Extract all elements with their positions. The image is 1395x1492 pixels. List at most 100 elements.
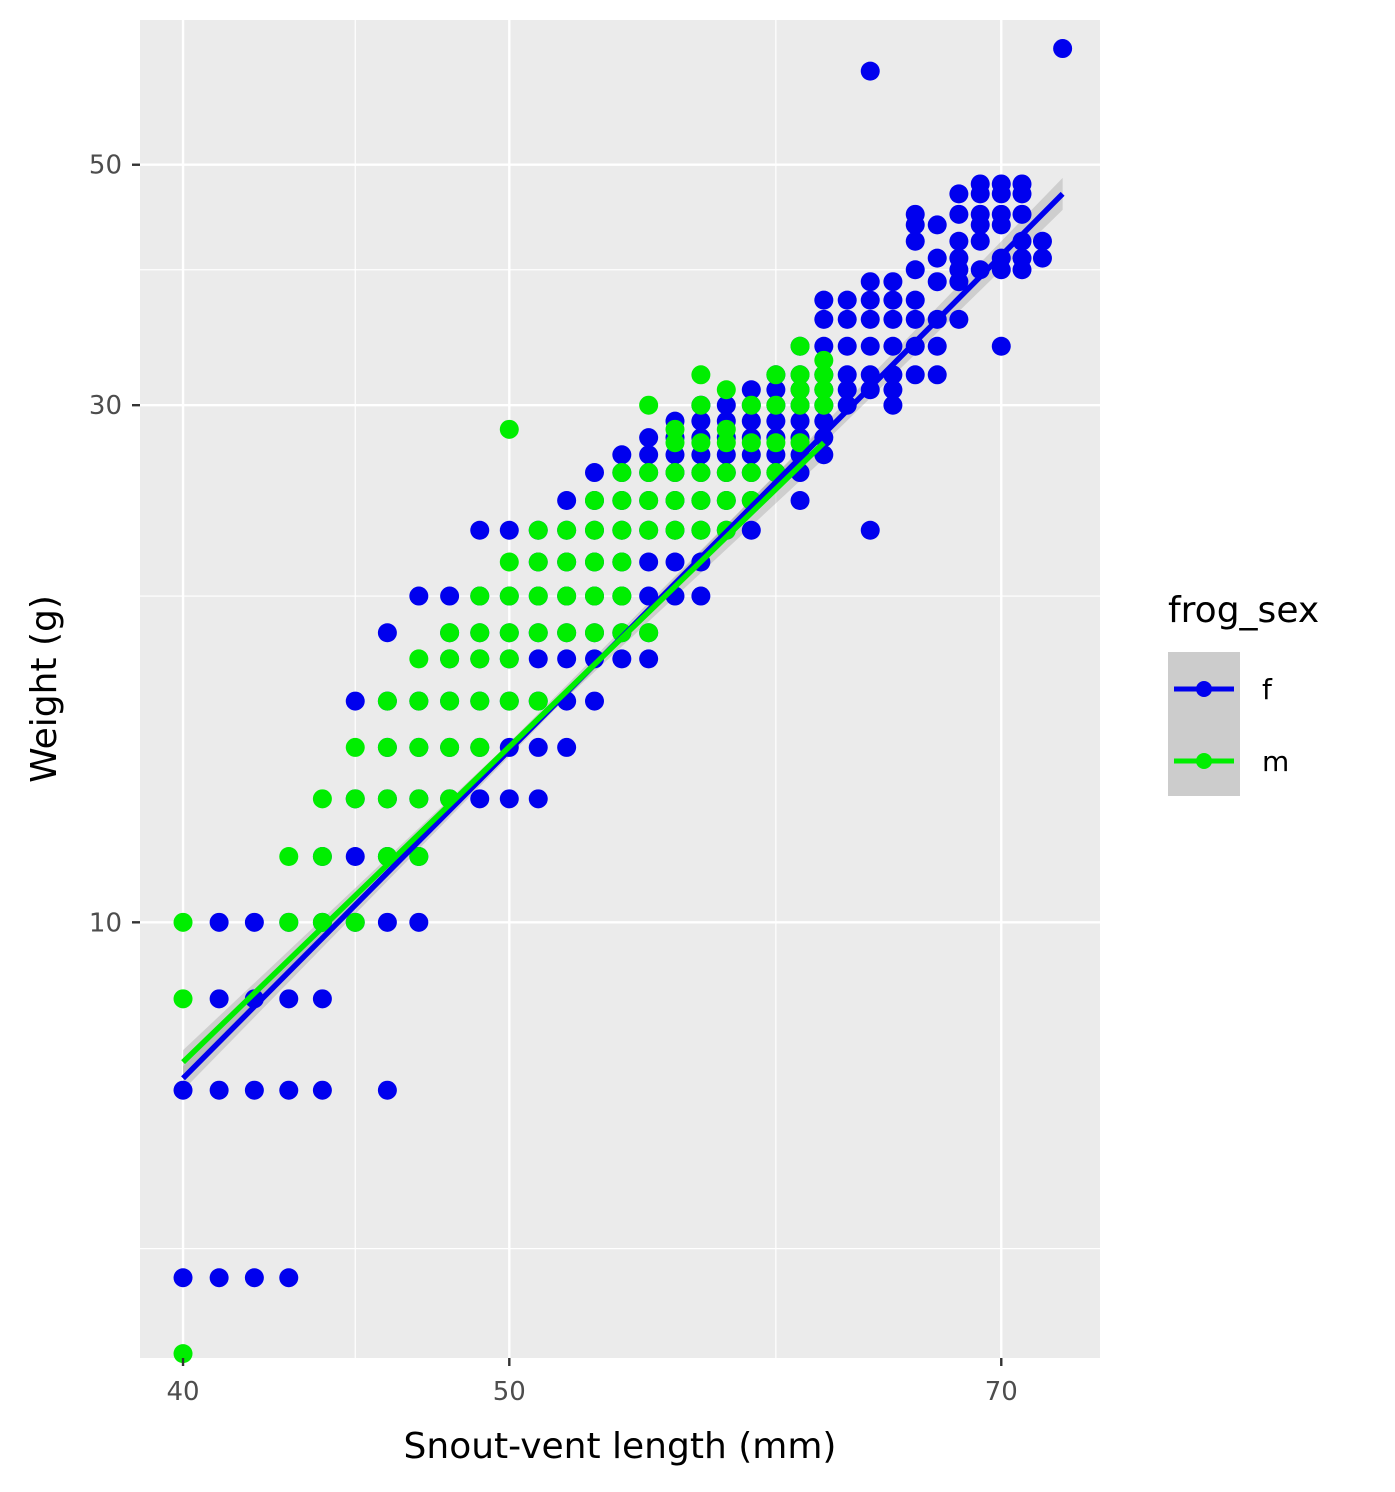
point-f-212 [970, 174, 990, 194]
point-f-163 [860, 336, 880, 356]
point-f-47 [584, 691, 604, 711]
point-f-80 [639, 552, 659, 572]
point-m-68 [716, 463, 736, 483]
point-m-50 [557, 520, 577, 540]
point-m-15 [345, 737, 365, 757]
point-f-12 [279, 989, 299, 1009]
legend-key-m-point [1196, 753, 1212, 769]
point-m-66 [665, 463, 685, 483]
point-f-133 [741, 411, 761, 431]
point-f-75 [691, 586, 711, 606]
point-f-39 [345, 691, 365, 711]
point-f-215 [860, 61, 880, 81]
point-f-4 [173, 1080, 193, 1100]
point-f-37 [528, 737, 548, 757]
point-f-113 [612, 445, 632, 465]
legend-label-f: f [1262, 673, 1273, 706]
point-f-14 [209, 912, 229, 932]
x-tick-label-40: 40 [166, 1377, 199, 1407]
point-f-214 [1012, 174, 1032, 194]
point-f-55 [639, 649, 659, 669]
point-f-56 [377, 623, 397, 643]
point-f-162 [837, 336, 857, 356]
legend-title: frog_sex [1168, 590, 1319, 631]
point-f-175 [814, 290, 834, 310]
y-axis: 10 30 50 [89, 151, 140, 938]
x-axis: 40 50 70 [166, 1358, 1018, 1407]
point-f-138 [716, 395, 736, 415]
point-m-11 [345, 789, 365, 809]
point-f-159 [927, 365, 947, 385]
point-m-73 [716, 433, 736, 453]
point-m-79 [716, 419, 736, 439]
point-f-194 [905, 231, 925, 251]
point-m-43 [612, 586, 632, 606]
point-m-37 [639, 623, 659, 643]
point-f-203 [905, 204, 925, 224]
point-m-19 [470, 737, 490, 757]
point-f-31 [528, 789, 548, 809]
point-m-62 [716, 491, 736, 511]
point-m-18 [440, 737, 460, 757]
point-f-146 [766, 380, 786, 400]
point-m-82 [741, 395, 761, 415]
point-m-1 [173, 989, 193, 1009]
point-m-36 [612, 623, 632, 643]
point-m-29 [499, 649, 519, 669]
point-f-95 [557, 491, 577, 511]
point-f-167 [991, 336, 1011, 356]
point-m-52 [612, 520, 632, 540]
point-m-69 [741, 463, 761, 483]
point-f-3 [279, 1268, 299, 1288]
point-m-51 [584, 520, 604, 540]
point-m-24 [499, 691, 519, 711]
x-tick-label-70: 70 [985, 1377, 1018, 1407]
point-f-131 [691, 411, 711, 431]
point-f-13 [312, 989, 332, 1009]
point-m-27 [440, 649, 460, 669]
point-f-134 [766, 411, 786, 431]
point-f-15 [244, 912, 264, 932]
point-f-149 [837, 380, 857, 400]
point-m-34 [557, 623, 577, 643]
point-f-170 [860, 309, 880, 329]
point-f-2 [244, 1268, 264, 1288]
point-m-6 [279, 847, 299, 867]
legend-label-m: m [1262, 745, 1289, 778]
grid-major [140, 20, 1100, 1358]
point-m-45 [528, 552, 548, 572]
point-f-155 [837, 365, 857, 385]
point-f-73 [639, 586, 659, 606]
point-f-93 [741, 520, 761, 540]
point-m-25 [528, 691, 548, 711]
point-m-53 [639, 520, 659, 540]
point-m-61 [691, 491, 711, 511]
point-f-7 [279, 1080, 299, 1100]
point-m-32 [499, 623, 519, 643]
point-m-57 [584, 491, 604, 511]
point-m-22 [440, 691, 460, 711]
point-f-135 [790, 411, 810, 431]
point-m-64 [612, 463, 632, 483]
point-m-89 [691, 365, 711, 385]
point-f-207 [1012, 204, 1032, 224]
point-f-192 [1012, 248, 1032, 268]
point-m-87 [790, 380, 810, 400]
point-m-38 [470, 586, 490, 606]
point-m-60 [665, 491, 685, 511]
point-f-66 [440, 586, 460, 606]
point-f-51 [528, 649, 548, 669]
point-f-158 [905, 365, 925, 385]
point-f-179 [905, 290, 925, 310]
point-m-28 [470, 649, 490, 669]
point-f-161 [814, 336, 834, 356]
point-f-189 [927, 248, 947, 268]
point-f-143 [837, 395, 857, 415]
fit-lines [181, 191, 1065, 1081]
point-f-83 [470, 520, 490, 540]
point-f-176 [837, 290, 857, 310]
point-f-122 [639, 428, 659, 448]
y-tick-label-30: 30 [89, 391, 122, 421]
point-f-206 [991, 204, 1011, 224]
